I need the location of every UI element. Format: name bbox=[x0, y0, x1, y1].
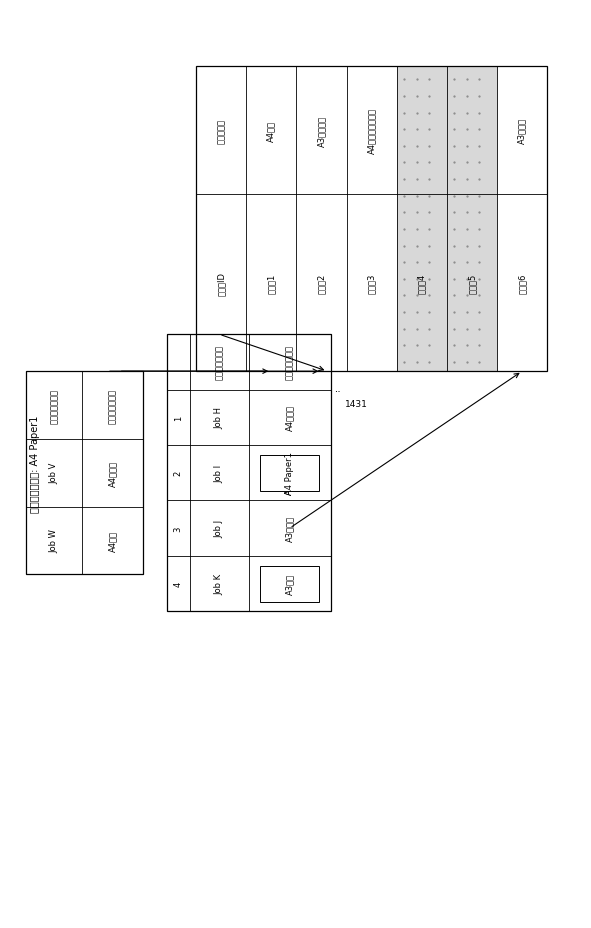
Text: ホールドジョブ: ホールドジョブ bbox=[215, 345, 223, 380]
Text: A4普通紙: A4普通紙 bbox=[108, 460, 118, 486]
Bar bbox=[260, 456, 319, 491]
Text: Job I: Job I bbox=[215, 464, 223, 483]
Bar bbox=[196, 68, 547, 372]
Text: Job V: Job V bbox=[50, 462, 59, 483]
Text: A3普通紙: A3普通紙 bbox=[518, 118, 527, 145]
Text: 紙筆段3: 紙筆段3 bbox=[367, 274, 376, 293]
Text: Job K: Job K bbox=[215, 574, 223, 595]
Text: 1: 1 bbox=[174, 415, 183, 420]
Bar bbox=[260, 566, 319, 602]
Text: 紙筆段ID: 紙筆段ID bbox=[216, 272, 226, 295]
Text: A4 Paper1: A4 Paper1 bbox=[285, 452, 294, 495]
Text: 使用するシート: 使用するシート bbox=[285, 345, 294, 380]
Text: 設定シート: 設定シート bbox=[216, 119, 226, 144]
Text: Job W: Job W bbox=[50, 529, 59, 553]
Bar bbox=[447, 68, 497, 372]
Text: 紙筆段6: 紙筆段6 bbox=[518, 274, 527, 293]
Text: A4普通紙: A4普通紙 bbox=[285, 405, 294, 431]
Text: A4薄紙: A4薄紙 bbox=[267, 121, 276, 142]
Text: 紙筆段5: 紙筆段5 bbox=[467, 274, 476, 293]
Bar bbox=[196, 68, 547, 372]
Text: A3厚紙: A3厚紙 bbox=[285, 574, 294, 595]
Text: 紙筆段4: 紙筆段4 bbox=[417, 274, 426, 293]
Bar bbox=[26, 372, 143, 574]
Text: A4インデックス紙: A4インデックス紙 bbox=[367, 109, 376, 154]
Text: Job J: Job J bbox=[215, 520, 223, 537]
Bar bbox=[397, 68, 447, 372]
Text: A3厚紙: A3厚紙 bbox=[285, 574, 294, 595]
Text: プリントジョブ: プリントジョブ bbox=[50, 388, 59, 423]
Text: Job H: Job H bbox=[215, 406, 223, 429]
Text: 1431: 1431 bbox=[345, 400, 368, 408]
Text: 紙筆段2: 紙筆段2 bbox=[317, 274, 326, 293]
Bar bbox=[167, 335, 330, 612]
Text: 4: 4 bbox=[174, 581, 183, 586]
Text: 2: 2 bbox=[174, 470, 183, 476]
Text: 設定するシート: A4 Paper1: 設定するシート: A4 Paper1 bbox=[30, 416, 40, 512]
Text: 3: 3 bbox=[174, 526, 183, 531]
Bar bbox=[26, 372, 143, 574]
Bar bbox=[167, 335, 330, 612]
Text: 使用するシート: 使用するシート bbox=[108, 388, 118, 423]
Text: A3普通紙: A3普通紙 bbox=[285, 516, 294, 542]
Text: A4 Paper1: A4 Paper1 bbox=[285, 452, 294, 495]
Text: A4厚紙: A4厚紙 bbox=[108, 531, 118, 551]
Text: A3コート紙: A3コート紙 bbox=[317, 116, 326, 147]
Text: 紙筆段1: 紙筆段1 bbox=[267, 274, 276, 293]
